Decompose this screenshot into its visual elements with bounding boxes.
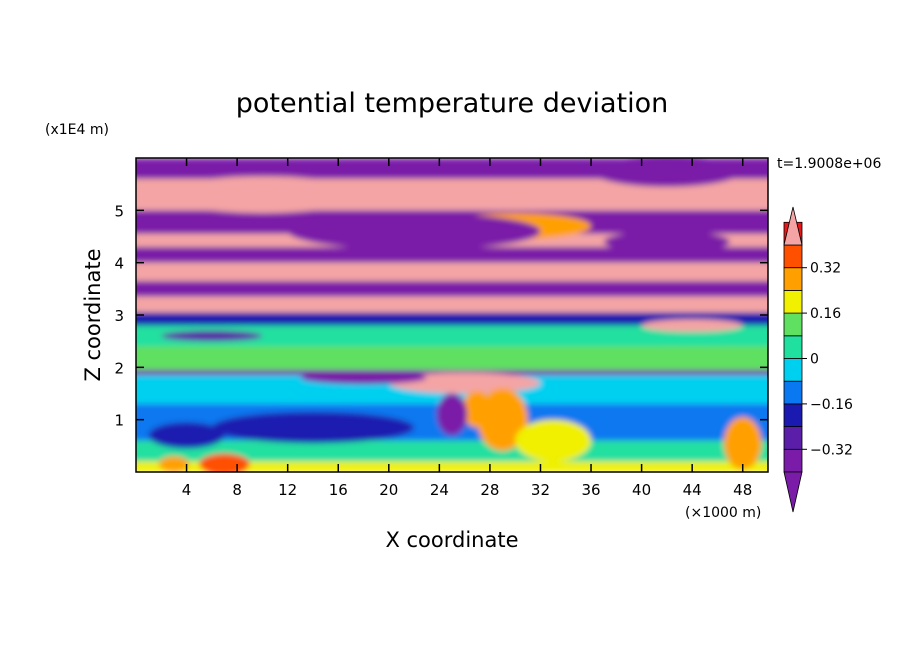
field-feature [641, 319, 743, 332]
field-band [136, 312, 768, 326]
time-label: t=1.9008e+06 [777, 156, 881, 172]
y-tick-label: 3 [114, 307, 124, 325]
colorbar-under-arrow [783, 471, 803, 513]
field-feature [300, 371, 427, 385]
colorbar-bin [783, 244, 803, 269]
x-axis: 4 8 12 16 20 24 28 32 36 40 44 48 [182, 158, 752, 499]
field-band [136, 346, 768, 370]
field-band [136, 296, 768, 313]
x-tick-label: 16 [329, 481, 348, 499]
field-feature [436, 393, 468, 436]
x-tick-label: 36 [581, 481, 600, 499]
field-band [136, 280, 768, 297]
colorbar-bin [783, 426, 803, 450]
colorbar-bin [783, 380, 803, 405]
colorbar: 0.32 0.16 0 −0.16 −0.32 [783, 206, 853, 513]
field-layer [136, 158, 768, 472]
colorbar-bin [783, 403, 803, 427]
y-axis-label: Z coordinate [81, 248, 105, 381]
x-tick-label: 40 [632, 481, 651, 499]
x-axis-label: X coordinate [385, 528, 518, 552]
colorbar-bin [783, 335, 803, 359]
colorbar-tick-label: −0.16 [810, 397, 853, 413]
x-tick-label: 44 [683, 481, 702, 499]
field-plot [136, 158, 768, 472]
field-feature [723, 417, 762, 470]
field-band [136, 262, 768, 281]
field-band [136, 440, 768, 462]
field-feature [161, 330, 263, 342]
field-feature [148, 422, 225, 449]
x-tick-label: 48 [733, 481, 752, 499]
x-tick-label: 20 [379, 481, 398, 499]
colorbar-tick-label: 0.32 [810, 261, 841, 277]
field-feature [603, 231, 731, 253]
colorbar-tick-label: 0 [810, 352, 819, 368]
y-tick-label: 4 [114, 255, 124, 273]
field-band [136, 246, 768, 263]
x-tick-label: 4 [182, 481, 192, 499]
field-feature [158, 456, 190, 472]
field-feature [161, 176, 364, 213]
colorbar-bin [783, 448, 803, 473]
field-band [136, 461, 768, 472]
x-unit-label: (×1000 m) [685, 505, 761, 521]
y-axis: 1 2 3 4 5 [114, 202, 768, 430]
x-tick-label: 8 [232, 481, 242, 499]
colorbar-bin [783, 289, 803, 314]
colorbar-bin [783, 267, 803, 291]
field-feature [287, 212, 541, 250]
y-tick-label: 1 [114, 412, 124, 430]
x-tick-label: 12 [278, 481, 297, 499]
x-tick-label: 28 [480, 481, 499, 499]
field-feature [388, 372, 541, 394]
field-feature [211, 411, 415, 444]
y-tick-label: 2 [114, 359, 124, 377]
field-feature [477, 388, 528, 452]
chart-title: potential temperature deviation [236, 88, 668, 119]
colorbar-tick-label: −0.32 [810, 442, 853, 458]
colorbar-bin [783, 312, 803, 337]
y-tick-label: 5 [114, 202, 124, 220]
field-feature [591, 158, 743, 187]
x-tick-label: 32 [531, 481, 550, 499]
field-band [136, 325, 768, 347]
colorbar-bin [783, 358, 803, 382]
field-band [136, 369, 768, 376]
x-tick-label: 24 [430, 481, 449, 499]
colorbar-over-arrow [783, 206, 803, 246]
field-feature [515, 419, 592, 462]
colorbar-tick-label: 0.16 [810, 306, 841, 322]
y-unit-label: (x1E4 m) [45, 122, 109, 138]
